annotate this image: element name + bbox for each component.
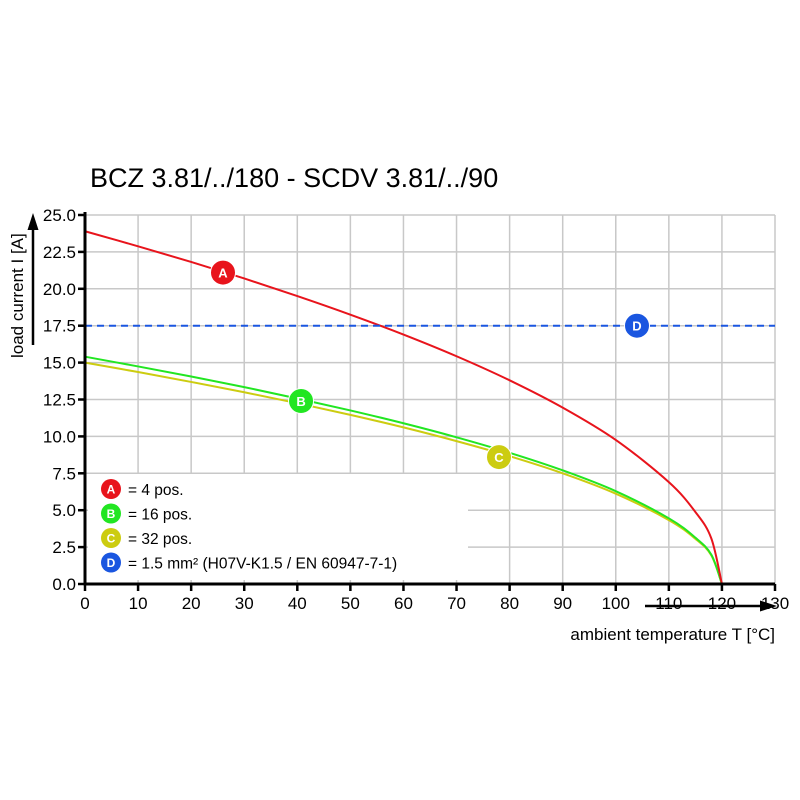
- legend: A = 4 pos. B = 16 pos. C = 32 pos. D = 1.5 mm² …: [101, 479, 397, 573]
- x-tick-label: 0: [80, 594, 89, 613]
- legend-entry-label: = 32 pos.: [128, 531, 192, 548]
- y-tick-label: 17.5: [43, 317, 76, 336]
- series-marker-b: [288, 387, 315, 414]
- x-tick-label: 30: [235, 594, 254, 613]
- series-line-a: [84, 230, 723, 585]
- x-tick-label: 60: [394, 594, 413, 613]
- legend-marker-letter: D: [107, 556, 116, 570]
- legend-marker-b: [101, 503, 121, 524]
- y-tick-label: 10.0: [43, 427, 76, 446]
- legend-box: [88, 474, 468, 580]
- y-tick-label: 20.0: [43, 280, 76, 299]
- series-marker-label: D: [632, 319, 641, 334]
- y-tick-label: 0.0: [52, 575, 76, 594]
- x-tick-label: 70: [447, 594, 466, 613]
- axes: 0 10 20 30 40 50 60 70 80 90 100 110 120 1300.02.55.0…: [27, 206, 789, 613]
- legend-marker-letter: C: [107, 532, 116, 546]
- legend-entry-label: = 4 pos.: [128, 482, 184, 499]
- series-marker-label: B: [296, 394, 305, 409]
- y-tick-label: 5.0: [52, 501, 76, 520]
- y-axis-arrowhead: [27, 213, 39, 230]
- y-tick-label: 12.5: [43, 391, 76, 410]
- series-marker-label: A: [218, 266, 228, 281]
- y-tick-label: 7.5: [52, 464, 76, 483]
- x-tick-label: 100: [602, 594, 630, 613]
- y-tick-label: 15.0: [43, 354, 76, 373]
- y-tick-label: 22.5: [43, 243, 76, 262]
- x-axis-arrowhead: [760, 600, 777, 612]
- y-axis-label: load current I [A]: [8, 233, 27, 358]
- x-tick-label: 20: [182, 594, 201, 613]
- x-tick-label: 120: [708, 594, 736, 613]
- y-tick-label: 25.0: [43, 206, 76, 225]
- legend-marker-c: [101, 528, 121, 548]
- legend-entry-label: = 16 pos.: [128, 507, 192, 524]
- chart-title: BCZ 3.81/../180 - SCDV 3.81/../90: [90, 163, 498, 193]
- series-marker-label: C: [494, 450, 504, 465]
- x-tick-label: 40: [288, 594, 307, 613]
- x-axis-label: ambient temperature T [°C]: [570, 625, 775, 644]
- legend-marker-d: [101, 552, 121, 573]
- x-tick-label: 90: [553, 594, 572, 613]
- series-marker-c: [486, 444, 512, 471]
- legend-marker-a: [101, 479, 121, 499]
- grid: [84, 214, 776, 585]
- legend-marker-letter: A: [107, 483, 116, 497]
- series-line-b: [84, 355, 723, 585]
- legend-marker-letter: B: [107, 507, 116, 521]
- legend-entry-label: = 1.5 mm² (H07V-K1.5 / EN 60947-7-1): [128, 556, 397, 573]
- x-tick-label: 80: [500, 594, 519, 613]
- series-marker-a: [210, 259, 236, 286]
- x-tick-label: 10: [129, 594, 148, 613]
- x-tick-label: 50: [341, 594, 360, 613]
- series-marker-d: [624, 312, 650, 339]
- x-tick-label: 110: [655, 594, 682, 613]
- y-tick-label: 2.5: [52, 538, 76, 557]
